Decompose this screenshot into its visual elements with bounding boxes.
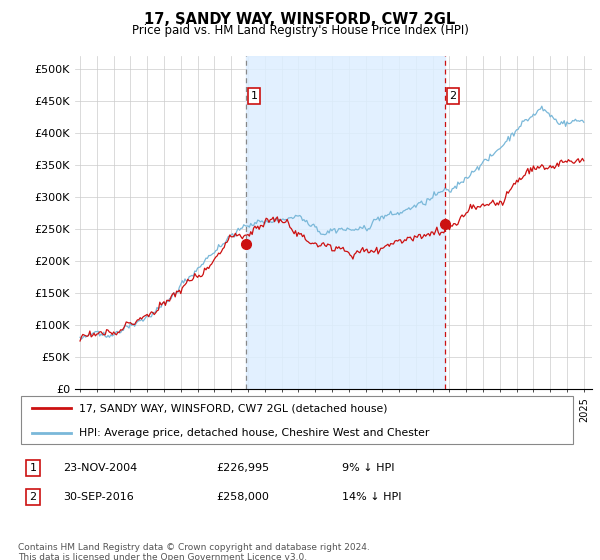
FancyBboxPatch shape — [21, 396, 573, 444]
Text: Price paid vs. HM Land Registry's House Price Index (HPI): Price paid vs. HM Land Registry's House … — [131, 24, 469, 36]
Text: 2: 2 — [449, 91, 457, 101]
Text: 1: 1 — [250, 91, 257, 101]
Text: 14% ↓ HPI: 14% ↓ HPI — [342, 492, 401, 502]
Text: 30-SEP-2016: 30-SEP-2016 — [63, 492, 134, 502]
Text: 9% ↓ HPI: 9% ↓ HPI — [342, 463, 395, 473]
Text: 23-NOV-2004: 23-NOV-2004 — [63, 463, 137, 473]
Text: £226,995: £226,995 — [216, 463, 269, 473]
Text: £258,000: £258,000 — [216, 492, 269, 502]
Text: 17, SANDY WAY, WINSFORD, CW7 2GL (detached house): 17, SANDY WAY, WINSFORD, CW7 2GL (detach… — [79, 403, 388, 413]
Text: HPI: Average price, detached house, Cheshire West and Chester: HPI: Average price, detached house, Ches… — [79, 428, 430, 438]
Bar — [246, 56, 445, 389]
Text: 1: 1 — [29, 463, 37, 473]
Text: 17, SANDY WAY, WINSFORD, CW7 2GL: 17, SANDY WAY, WINSFORD, CW7 2GL — [145, 12, 455, 27]
Text: Contains HM Land Registry data © Crown copyright and database right 2024.
This d: Contains HM Land Registry data © Crown c… — [18, 543, 370, 560]
Text: 2: 2 — [29, 492, 37, 502]
